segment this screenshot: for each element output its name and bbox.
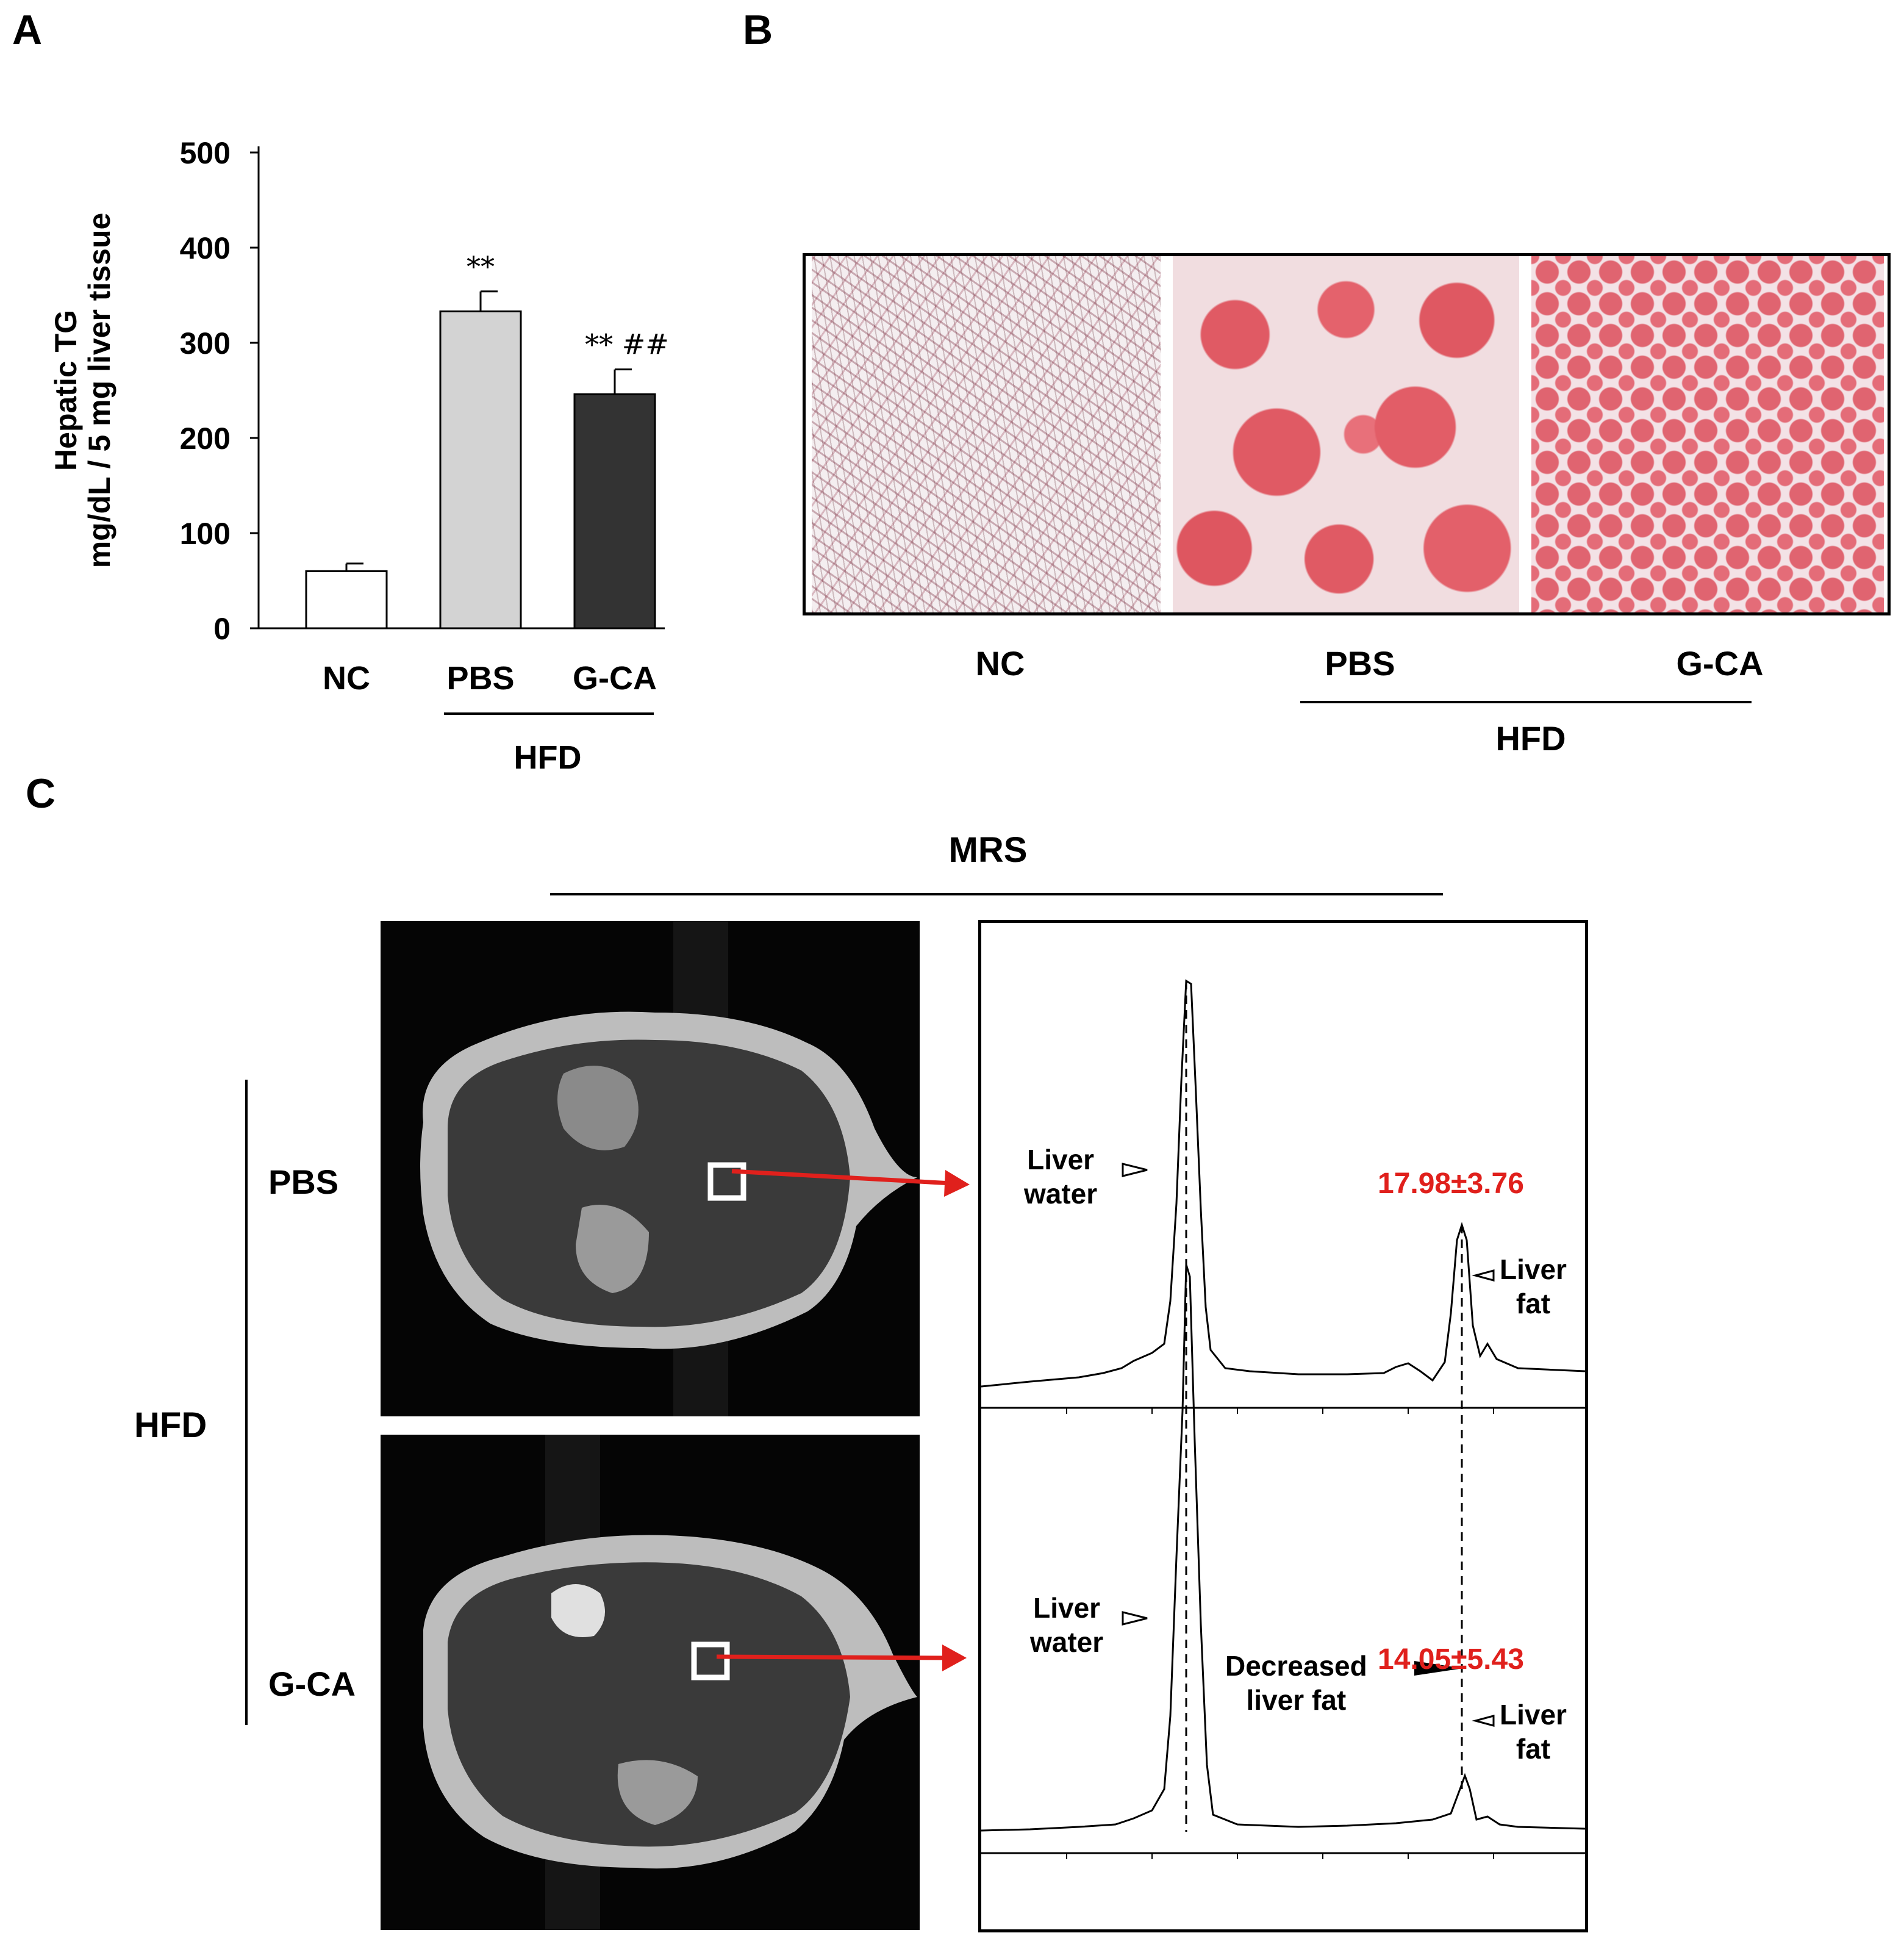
- panel-label-b: B: [743, 7, 773, 53]
- hfd-label: HFD: [134, 1405, 207, 1445]
- row-label-pbs: PBS: [268, 1163, 339, 1201]
- histology-label-pbs: PBS: [1325, 644, 1395, 683]
- y-axis-label-line1: Hepatic TG: [49, 310, 83, 471]
- arrow-pbs: [731, 1169, 970, 1197]
- histology-gca-image: [1531, 256, 1884, 612]
- roi-box: [691, 1641, 730, 1680]
- label-liver-fat-gca: Liver fat: [1500, 1699, 1567, 1765]
- roi-box: [707, 1162, 746, 1201]
- histology-group-label: HFD: [1495, 719, 1566, 758]
- y-tick-label: 500: [180, 136, 231, 170]
- arrow-gca: [716, 1645, 967, 1671]
- histology-label-gca: G-CA: [1676, 644, 1764, 683]
- category-label: G-CA: [573, 660, 657, 697]
- category-label: NC: [323, 660, 370, 697]
- row-label-gca: G-CA: [268, 1665, 356, 1703]
- significance-annotation: **: [467, 250, 495, 283]
- mri-pbs-image: [381, 921, 920, 1416]
- category-label: PBS: [446, 660, 514, 697]
- y-tick-label: 300: [180, 326, 231, 360]
- bar-pbs: [439, 310, 522, 629]
- panel-label-c: C: [26, 770, 56, 817]
- mrs-title-underline: [550, 893, 1443, 895]
- hfd-bracket: [245, 1080, 248, 1725]
- fat-percent-gca: 14.05±5.43: [1378, 1643, 1524, 1676]
- spectrum-pbs: [981, 979, 1585, 1388]
- bar-g-ca: [573, 393, 656, 629]
- y-tick-label: 100: [180, 517, 231, 551]
- histology-label-nc: NC: [975, 644, 1025, 683]
- label-liver-fat-pbs: Liver fat: [1500, 1254, 1567, 1319]
- histology-pbs-image: [1173, 256, 1519, 612]
- histology-frame: [803, 253, 1891, 615]
- hfd-group-label: HFD: [514, 739, 582, 776]
- label-decreased-liver-fat: Decreased liver fat: [1225, 1650, 1367, 1716]
- bar-nc: [305, 570, 388, 629]
- y-tick-label: 400: [180, 231, 231, 265]
- panel-label-a: A: [12, 7, 43, 53]
- y-tick-label: 200: [180, 421, 231, 456]
- histology-nc-image: [812, 256, 1161, 612]
- mrs-spectra-frame: Liver water Liver fat 17.98±3.76 Liver w…: [978, 920, 1588, 1932]
- y-tick-label: 0: [213, 612, 231, 646]
- spectrum-gca: [981, 1264, 1585, 1832]
- label-liver-water-gca: Liver water: [1030, 1592, 1104, 1658]
- mri-gca-image: [381, 1435, 920, 1930]
- histology-hfd-bracket: [1300, 701, 1752, 703]
- label-liver-water-pbs: Liver water: [1024, 1144, 1098, 1210]
- significance-annotation: ** ##: [585, 328, 669, 361]
- mrs-title: MRS: [948, 830, 1028, 870]
- fat-percent-pbs: 17.98±3.76: [1378, 1167, 1524, 1200]
- y-axis-label-line2: mg/dL / 5 mg liver tissue: [82, 213, 116, 568]
- bar-chart: 0 100 200 300 400 500 Hepatic TG mg/dL / 5 mg l…: [49, 136, 669, 776]
